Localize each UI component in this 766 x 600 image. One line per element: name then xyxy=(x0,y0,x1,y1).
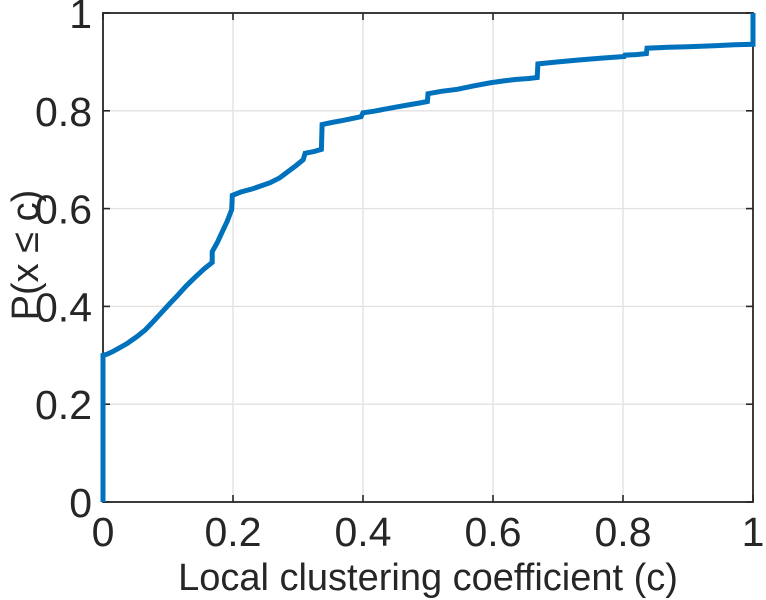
y-tick-labels: 0 0.2 0.4 0.6 0.8 1 xyxy=(35,0,92,526)
y-tick-label: 1 xyxy=(69,0,92,37)
gridlines xyxy=(103,13,753,502)
y-tick-label: 0.2 xyxy=(35,382,92,428)
y-tick-label: 0.4 xyxy=(35,284,92,330)
x-tick-label: 0.2 xyxy=(205,509,262,555)
axis-ticks xyxy=(102,12,754,503)
x-tick-label: 0.8 xyxy=(595,509,652,555)
x-tick-label: 0 xyxy=(92,509,115,555)
plot-frame xyxy=(102,12,754,503)
y-tick-label: 0.6 xyxy=(35,187,92,233)
y-tick-label: 0.8 xyxy=(35,89,92,135)
y-axis-label: P(x ≤ c) xyxy=(5,190,47,321)
y-tick-label: 0 xyxy=(69,480,92,526)
cdf-curve-line xyxy=(100,13,756,502)
x-axis-label: Local clustering coefficient (c) xyxy=(178,557,678,599)
x-tick-label: 0.4 xyxy=(335,509,392,555)
x-tick-label: 1 xyxy=(742,509,765,555)
x-tick-labels: 0 0.2 0.4 0.6 0.8 1 xyxy=(92,509,765,555)
x-tick-label: 0.6 xyxy=(465,509,522,555)
